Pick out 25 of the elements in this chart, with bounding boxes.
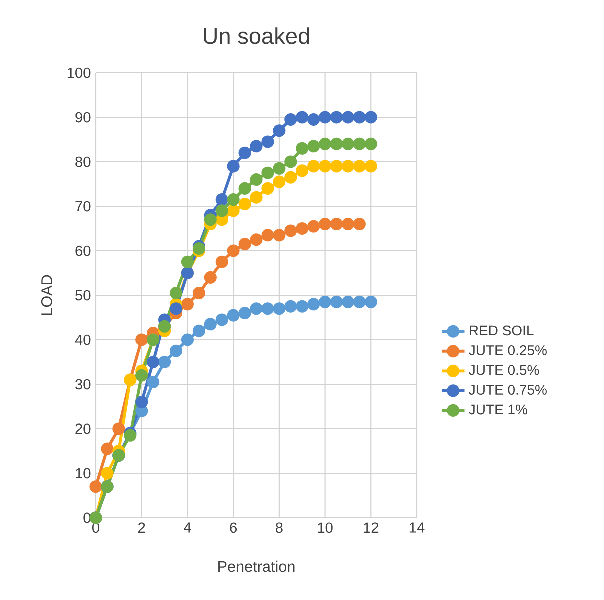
x-tick-label: 14	[410, 522, 425, 533]
x-tick-label: 2	[138, 522, 146, 533]
y-tick-label: 60	[76, 246, 91, 256]
x-tick-label: 8	[276, 522, 283, 534]
x-tick-label: 12	[364, 522, 379, 533]
x-tick-label: 10	[318, 522, 333, 534]
y-tick-label: 70	[76, 201, 91, 212]
legend-label: JUTE 0.75%	[469, 385, 547, 395]
y-tick-label: 10	[76, 468, 91, 479]
legend-label: JUTE 1%	[469, 404, 528, 415]
chart-title: Un soaked	[204, 28, 310, 44]
legend-label: RED SOIL	[470, 326, 534, 336]
y-tick-label: 80	[76, 156, 91, 168]
y-axis-title: LOAD	[41, 275, 52, 316]
x-axis-title: Penetration	[218, 560, 295, 572]
y-tick-label: 30	[76, 379, 91, 390]
y-tick-label: 20	[76, 424, 91, 434]
y-tick-label: 90	[76, 112, 91, 123]
y-tick-label: 100	[68, 68, 91, 78]
legend-label: JUTE 0.25%	[469, 346, 547, 356]
legend-label: JUTE 0.5%	[469, 365, 540, 376]
y-tick-label: 40	[75, 334, 91, 346]
y-tick-label: 50	[76, 290, 91, 301]
x-tick-label: 4	[184, 522, 192, 533]
x-tick-label: 6	[230, 522, 237, 534]
